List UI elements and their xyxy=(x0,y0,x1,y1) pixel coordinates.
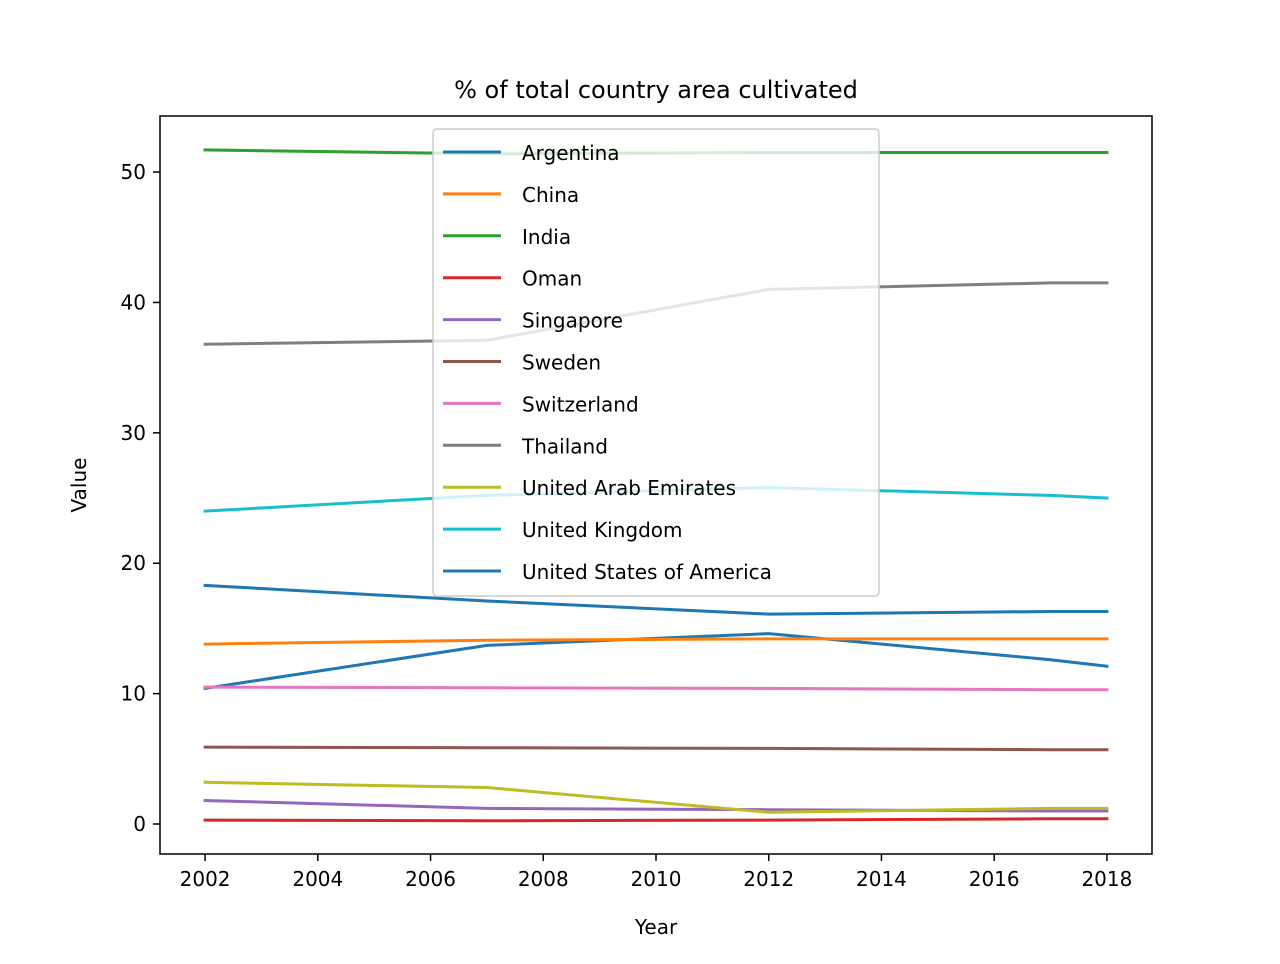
x-tick-label: 2010 xyxy=(631,867,682,891)
y-axis-label: Value xyxy=(67,458,91,513)
plot-lines xyxy=(203,148,1109,823)
x-tick-label: 2016 xyxy=(969,867,1020,891)
y-tick-label: 10 xyxy=(121,682,146,706)
y-tick-label: 50 xyxy=(121,160,146,184)
legend: Argentina China India Oman Singapore Sweden Sw… xyxy=(432,128,880,597)
series-line-argentina xyxy=(203,632,1109,691)
legend-label: United Kingdom xyxy=(522,518,683,542)
y-axis: 0 10 20 30 40 50 xyxy=(121,160,160,836)
legend-label: China xyxy=(522,183,579,207)
x-axis-label: Year xyxy=(634,915,678,939)
x-tick-label: 2012 xyxy=(743,867,794,891)
legend-label: United States of America xyxy=(522,560,772,584)
legend-box xyxy=(432,128,880,597)
legend-label: Singapore xyxy=(522,309,623,333)
legend-label: Switzerland xyxy=(522,392,639,416)
chart-title: % of total country area cultivated xyxy=(454,76,858,104)
series-line-united-arab-emirates xyxy=(203,780,1109,814)
legend-label: Oman xyxy=(522,267,582,291)
series-line-united-states-of-america xyxy=(203,583,1109,616)
series-line-singapore xyxy=(203,798,1109,813)
series-line-switzerland xyxy=(203,685,1109,692)
legend-label: Argentina xyxy=(522,141,620,165)
legend-label: Thailand xyxy=(521,434,608,458)
x-tick-label: 2004 xyxy=(292,867,343,891)
y-tick-label: 20 xyxy=(121,551,146,575)
y-tick-label: 30 xyxy=(121,421,146,445)
legend-label: India xyxy=(522,225,571,249)
x-axis: 2002 2004 2006 2008 2010 2012 2014 2016 2018 xyxy=(180,854,1132,891)
x-tick-label: 2006 xyxy=(405,867,456,891)
x-tick-label: 2014 xyxy=(856,867,907,891)
x-tick-label: 2002 xyxy=(180,867,231,891)
y-tick-label: 0 xyxy=(133,812,146,836)
legend-label: United Arab Emirates xyxy=(522,476,736,500)
x-tick-label: 2008 xyxy=(518,867,569,891)
series-line-sweden xyxy=(203,745,1109,752)
x-tick-label: 2018 xyxy=(1081,867,1132,891)
y-tick-label: 40 xyxy=(121,290,146,314)
series-line-china xyxy=(203,637,1109,646)
legend-label: Sweden xyxy=(522,351,601,375)
series-line-oman xyxy=(203,817,1109,823)
